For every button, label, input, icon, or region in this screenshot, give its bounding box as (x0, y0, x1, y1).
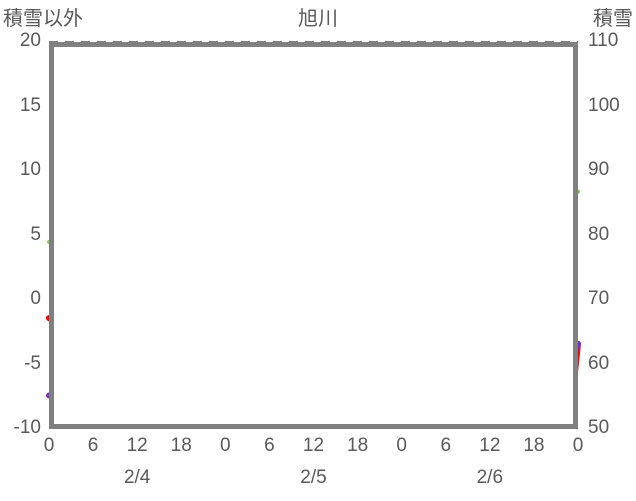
x-axis-tick: 0 (572, 435, 584, 456)
right-axis-tick: 50 (588, 417, 610, 438)
day-label: 2/6 (476, 467, 504, 488)
x-axis-tick: 18 (170, 435, 192, 456)
right-axis-tick: 90 (588, 159, 610, 180)
right-axis-tick: 70 (588, 288, 610, 309)
page-title: 旭川 (298, 8, 338, 30)
plot-area (46, 41, 581, 429)
left-axis-tick: 20 (19, 30, 41, 51)
right-axis-tick: 60 (588, 352, 610, 374)
left-axis-tick: -5 (24, 352, 41, 374)
left-axis-tick: 10 (19, 159, 41, 180)
plot-frame (49, 42, 578, 429)
left-axis-tick: 0 (30, 288, 41, 309)
left-axis-title: 積雪以外 (3, 8, 83, 30)
x-axis-tick: 6 (87, 435, 99, 456)
left-axis-tick: 5 (30, 223, 41, 245)
x-axis-tick: 0 (43, 435, 55, 456)
x-axis-tick: 6 (440, 435, 452, 456)
left-axis-tick: -10 (13, 417, 41, 438)
x-axis-tick: 6 (264, 435, 275, 456)
x-axis-tick: 18 (523, 435, 545, 456)
x-axis-tick: 18 (347, 435, 369, 456)
x-axis-tick: 0 (220, 435, 231, 456)
x-axis-tick: 0 (396, 435, 407, 456)
right-axis-tick: 110 (588, 30, 619, 51)
x-axis-tick: 12 (126, 435, 148, 456)
x-axis-tick: 12 (302, 435, 325, 456)
right-axis-tick: 100 (588, 94, 620, 116)
day-label: 2/4 (123, 467, 151, 488)
right-axis-tick: 80 (588, 223, 610, 245)
x-axis-tick: 12 (479, 435, 501, 456)
right-axis-title: 積雪 (593, 8, 633, 30)
left-axis-tick: 15 (19, 94, 41, 116)
day-label: 2/5 (300, 467, 327, 488)
